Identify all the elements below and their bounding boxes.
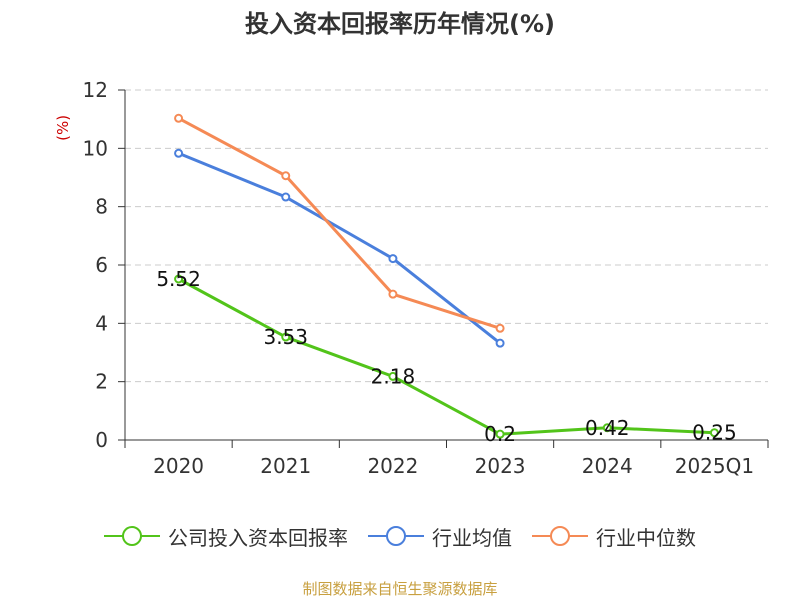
y-tick-label: 0 — [95, 428, 108, 452]
data-point — [602, 423, 612, 433]
legend-item-industry-mean[interactable]: 行业均值 — [368, 522, 512, 551]
x-tick-label: 2023 — [475, 454, 526, 478]
legend-label-industry-median: 行业中位数 — [596, 525, 696, 550]
data-point — [281, 332, 291, 342]
data-label: 0.25 — [692, 421, 737, 445]
data-label: 3.53 — [263, 325, 308, 349]
y-tick-label: 4 — [95, 311, 108, 335]
y-tick-label: 6 — [95, 253, 108, 277]
y-axis-label: (%) — [54, 115, 72, 141]
y-tick-label: 8 — [95, 195, 108, 219]
x-tick-label: 2020 — [153, 454, 204, 478]
legend-marker-industry-median — [532, 526, 588, 546]
y-tick-label: 2 — [95, 370, 108, 394]
y-tick-label: 10 — [83, 136, 108, 160]
data-label: 0.2 — [484, 422, 516, 446]
chart-legend: 公司投入资本回报率 行业均值 行业中位数 — [0, 520, 800, 552]
series-line — [177, 277, 715, 436]
x-tick-label: 2025Q1 — [675, 454, 754, 478]
data-point — [174, 148, 184, 158]
y-tick-label: 12 — [83, 78, 108, 102]
legend-label-company: 公司投入资本回报率 — [168, 525, 348, 550]
x-tick-label: 2024 — [582, 454, 633, 478]
x-tick-label: 2021 — [260, 454, 311, 478]
data-point — [388, 371, 398, 381]
data-point — [281, 192, 291, 202]
legend-label-industry-mean: 行业均值 — [432, 525, 512, 550]
legend-marker-company — [104, 526, 160, 546]
data-label: 2.18 — [371, 364, 416, 388]
data-point — [388, 289, 398, 299]
data-point — [495, 323, 505, 333]
data-point — [174, 274, 184, 284]
data-point — [495, 338, 505, 348]
data-label: 5.52 — [156, 267, 201, 291]
legend-item-industry-median[interactable]: 行业中位数 — [532, 522, 696, 551]
data-point — [174, 113, 184, 123]
x-tick-label: 2022 — [367, 454, 418, 478]
series-line — [177, 116, 501, 330]
series-line — [178, 151, 502, 345]
data-point — [709, 428, 719, 438]
data-point — [495, 429, 505, 439]
legend-marker-industry-mean — [368, 526, 424, 546]
data-point — [281, 171, 291, 181]
chart-title: 投入资本回报率历年情况(%) — [245, 10, 555, 38]
data-source-note: 制图数据来自恒生聚源数据库 — [302, 580, 498, 598]
data-label: 0.42 — [585, 416, 630, 440]
legend-item-company[interactable]: 公司投入资本回报率 — [104, 522, 348, 551]
data-point — [388, 254, 398, 264]
